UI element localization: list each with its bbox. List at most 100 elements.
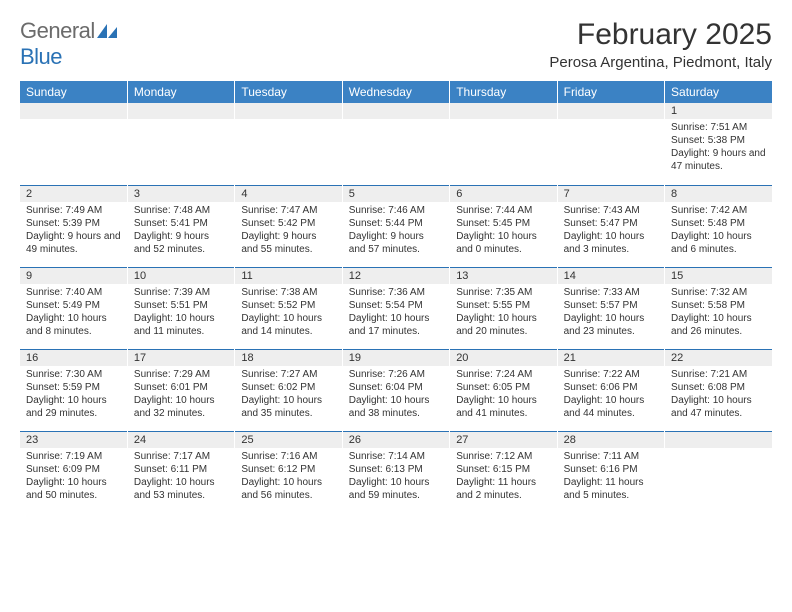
sunset-text: Sunset: 5:55 PM <box>456 299 550 312</box>
daylight-text: Daylight: 11 hours and 5 minutes. <box>564 476 658 502</box>
sunrise-text: Sunrise: 7:22 AM <box>564 368 658 381</box>
daylight-text: Daylight: 10 hours and 6 minutes. <box>671 230 766 256</box>
day-number: 23 <box>20 432 127 448</box>
weekday-header: Friday <box>557 81 664 103</box>
logo-text-2: Blue <box>20 44 62 69</box>
daylight-text: Daylight: 9 hours and 47 minutes. <box>671 147 766 173</box>
calendar-day-cell: 8Sunrise: 7:42 AMSunset: 5:48 PMDaylight… <box>665 185 772 267</box>
sunset-text: Sunset: 5:39 PM <box>26 217 121 230</box>
daylight-text: Daylight: 9 hours and 49 minutes. <box>26 230 121 256</box>
day-number: 6 <box>450 186 556 202</box>
day-number: 26 <box>343 432 449 448</box>
daylight-text: Daylight: 10 hours and 14 minutes. <box>241 312 335 338</box>
sunrise-text: Sunrise: 7:14 AM <box>349 450 443 463</box>
sunrise-text: Sunrise: 7:49 AM <box>26 204 121 217</box>
day-number: 19 <box>343 350 449 366</box>
daylight-text: Daylight: 10 hours and 38 minutes. <box>349 394 443 420</box>
weekday-header: Sunday <box>20 81 127 103</box>
calendar-day-cell: 2Sunrise: 7:49 AMSunset: 5:39 PMDaylight… <box>20 185 127 267</box>
calendar-day-cell: 6Sunrise: 7:44 AMSunset: 5:45 PMDaylight… <box>450 185 557 267</box>
title-block: February 2025 Perosa Argentina, Piedmont… <box>549 18 772 71</box>
calendar-day-cell: 21Sunrise: 7:22 AMSunset: 6:06 PMDayligh… <box>557 349 664 431</box>
day-details: Sunrise: 7:22 AMSunset: 6:06 PMDaylight:… <box>558 366 664 422</box>
calendar-day-cell: 3Sunrise: 7:48 AMSunset: 5:41 PMDaylight… <box>127 185 234 267</box>
sunrise-text: Sunrise: 7:27 AM <box>241 368 335 381</box>
daylight-text: Daylight: 10 hours and 59 minutes. <box>349 476 443 502</box>
sunrise-text: Sunrise: 7:16 AM <box>241 450 335 463</box>
day-number <box>343 103 449 119</box>
calendar-day-cell <box>342 103 449 185</box>
day-number <box>235 103 341 119</box>
day-number: 14 <box>558 268 664 284</box>
calendar-day-cell <box>127 103 234 185</box>
day-number <box>20 103 127 119</box>
day-number: 7 <box>558 186 664 202</box>
daylight-text: Daylight: 10 hours and 50 minutes. <box>26 476 121 502</box>
sunrise-text: Sunrise: 7:46 AM <box>349 204 443 217</box>
calendar-table: Sunday Monday Tuesday Wednesday Thursday… <box>20 81 772 513</box>
daylight-text: Daylight: 9 hours and 57 minutes. <box>349 230 443 256</box>
sunset-text: Sunset: 5:47 PM <box>564 217 658 230</box>
day-details: Sunrise: 7:44 AMSunset: 5:45 PMDaylight:… <box>450 202 556 258</box>
day-number: 2 <box>20 186 127 202</box>
sunrise-text: Sunrise: 7:42 AM <box>671 204 766 217</box>
sunrise-text: Sunrise: 7:40 AM <box>26 286 121 299</box>
sunrise-text: Sunrise: 7:39 AM <box>134 286 228 299</box>
calendar-day-cell: 22Sunrise: 7:21 AMSunset: 6:08 PMDayligh… <box>665 349 772 431</box>
daylight-text: Daylight: 10 hours and 41 minutes. <box>456 394 550 420</box>
sunset-text: Sunset: 6:16 PM <box>564 463 658 476</box>
sunrise-text: Sunrise: 7:11 AM <box>564 450 658 463</box>
daylight-text: Daylight: 10 hours and 17 minutes. <box>349 312 443 338</box>
day-details: Sunrise: 7:21 AMSunset: 6:08 PMDaylight:… <box>665 366 772 422</box>
day-details: Sunrise: 7:35 AMSunset: 5:55 PMDaylight:… <box>450 284 556 340</box>
weekday-header: Tuesday <box>235 81 342 103</box>
weekday-header: Monday <box>127 81 234 103</box>
sunset-text: Sunset: 6:15 PM <box>456 463 550 476</box>
daylight-text: Daylight: 10 hours and 11 minutes. <box>134 312 228 338</box>
day-number: 22 <box>665 350 772 366</box>
calendar-day-cell <box>450 103 557 185</box>
day-details: Sunrise: 7:33 AMSunset: 5:57 PMDaylight:… <box>558 284 664 340</box>
calendar-day-cell: 10Sunrise: 7:39 AMSunset: 5:51 PMDayligh… <box>127 267 234 349</box>
day-number: 15 <box>665 268 772 284</box>
sunset-text: Sunset: 5:49 PM <box>26 299 121 312</box>
sunrise-text: Sunrise: 7:24 AM <box>456 368 550 381</box>
calendar-day-cell: 13Sunrise: 7:35 AMSunset: 5:55 PMDayligh… <box>450 267 557 349</box>
day-details: Sunrise: 7:40 AMSunset: 5:49 PMDaylight:… <box>20 284 127 340</box>
calendar-week-row: 2Sunrise: 7:49 AMSunset: 5:39 PMDaylight… <box>20 185 772 267</box>
logo-sail-icon <box>97 18 119 43</box>
calendar-day-cell: 5Sunrise: 7:46 AMSunset: 5:44 PMDaylight… <box>342 185 449 267</box>
daylight-text: Daylight: 10 hours and 53 minutes. <box>134 476 228 502</box>
day-details: Sunrise: 7:32 AMSunset: 5:58 PMDaylight:… <box>665 284 772 340</box>
weekday-header: Thursday <box>450 81 557 103</box>
logo: General Blue <box>20 18 119 70</box>
day-number: 8 <box>665 186 772 202</box>
daylight-text: Daylight: 10 hours and 8 minutes. <box>26 312 121 338</box>
day-number: 11 <box>235 268 341 284</box>
day-number: 10 <box>128 268 234 284</box>
calendar-day-cell <box>665 431 772 513</box>
sunset-text: Sunset: 6:01 PM <box>134 381 228 394</box>
calendar-day-cell: 18Sunrise: 7:27 AMSunset: 6:02 PMDayligh… <box>235 349 342 431</box>
sunrise-text: Sunrise: 7:29 AM <box>134 368 228 381</box>
sunrise-text: Sunrise: 7:21 AM <box>671 368 766 381</box>
day-number: 20 <box>450 350 556 366</box>
sunset-text: Sunset: 5:41 PM <box>134 217 228 230</box>
sunrise-text: Sunrise: 7:43 AM <box>564 204 658 217</box>
calendar-day-cell: 26Sunrise: 7:14 AMSunset: 6:13 PMDayligh… <box>342 431 449 513</box>
sunrise-text: Sunrise: 7:48 AM <box>134 204 228 217</box>
day-details: Sunrise: 7:17 AMSunset: 6:11 PMDaylight:… <box>128 448 234 504</box>
sunrise-text: Sunrise: 7:44 AM <box>456 204 550 217</box>
sunset-text: Sunset: 5:42 PM <box>241 217 335 230</box>
daylight-text: Daylight: 10 hours and 0 minutes. <box>456 230 550 256</box>
daylight-text: Daylight: 9 hours and 52 minutes. <box>134 230 228 256</box>
daylight-text: Daylight: 10 hours and 32 minutes. <box>134 394 228 420</box>
sunset-text: Sunset: 5:52 PM <box>241 299 335 312</box>
sunrise-text: Sunrise: 7:36 AM <box>349 286 443 299</box>
calendar-day-cell: 27Sunrise: 7:12 AMSunset: 6:15 PMDayligh… <box>450 431 557 513</box>
weekday-header: Wednesday <box>342 81 449 103</box>
day-details: Sunrise: 7:24 AMSunset: 6:05 PMDaylight:… <box>450 366 556 422</box>
calendar-day-cell: 17Sunrise: 7:29 AMSunset: 6:01 PMDayligh… <box>127 349 234 431</box>
day-number <box>450 103 556 119</box>
day-details: Sunrise: 7:49 AMSunset: 5:39 PMDaylight:… <box>20 202 127 258</box>
